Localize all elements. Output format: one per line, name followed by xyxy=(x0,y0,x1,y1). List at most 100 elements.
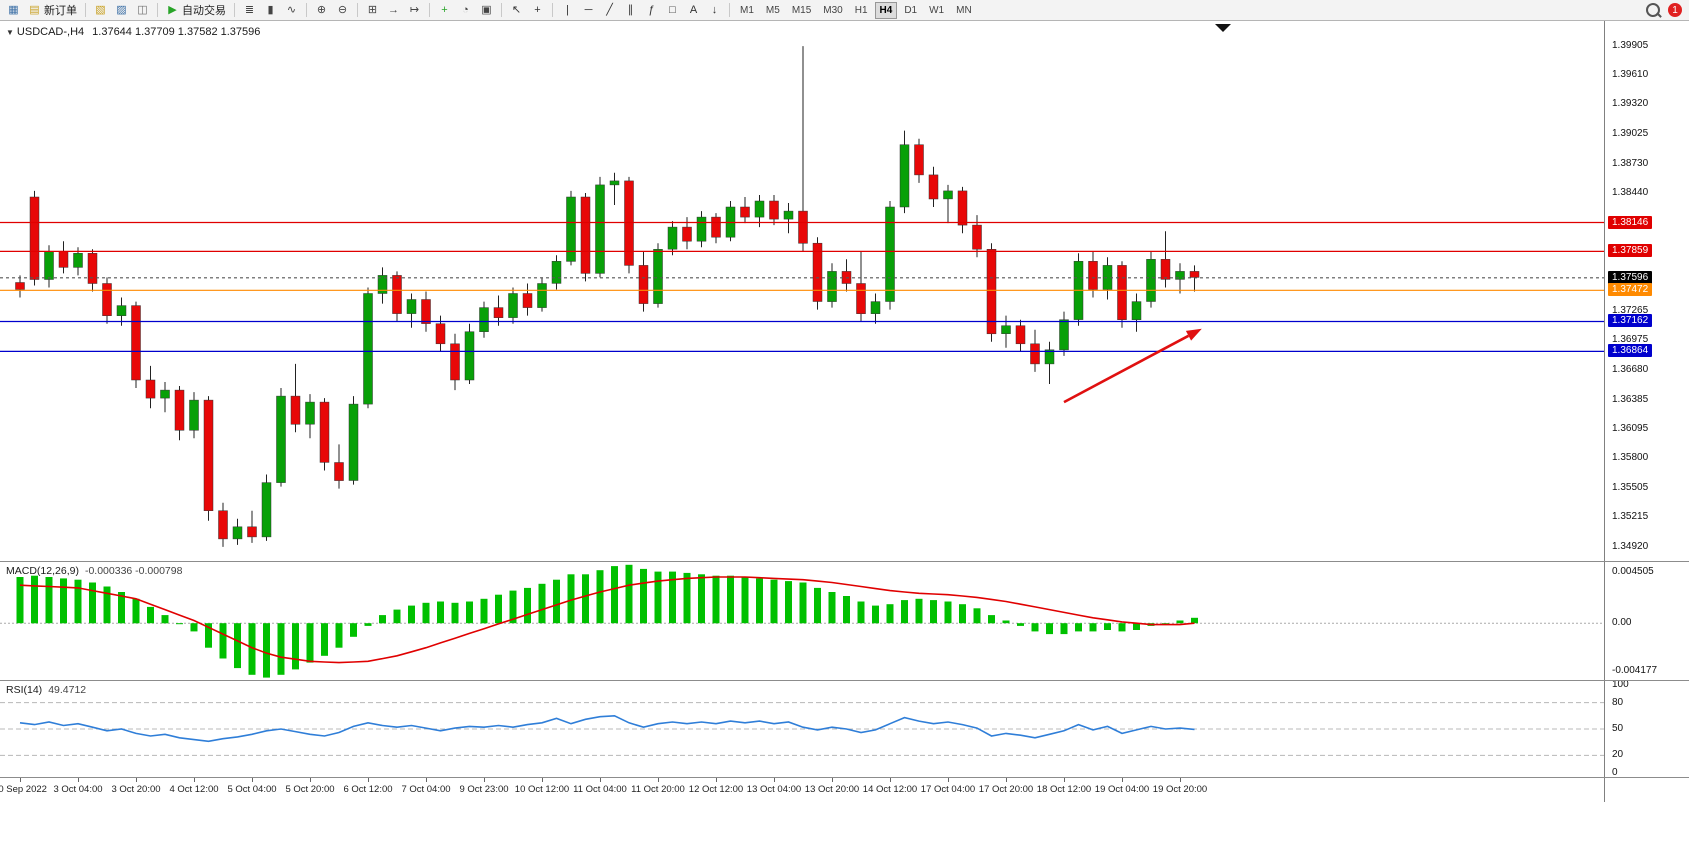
macd-histogram xyxy=(16,564,1198,678)
time-tick xyxy=(368,778,369,782)
vertical-line-button[interactable]: | xyxy=(557,1,578,20)
rsi-axis-label: 100 xyxy=(1612,679,1629,690)
line-chart-icon: ∿ xyxy=(286,3,297,16)
rsi-axis-label: 50 xyxy=(1612,723,1624,734)
timeframe-m30-button[interactable]: M30 xyxy=(823,4,843,16)
auto-scroll-button[interactable]: → xyxy=(383,1,404,20)
candlestick-chart-button[interactable]: ▮ xyxy=(260,1,281,20)
channel-button[interactable]: ∥ xyxy=(620,1,641,20)
cursor-button[interactable]: ↖ xyxy=(506,1,527,20)
crosshair-button[interactable]: + xyxy=(527,1,548,20)
rsi-axis-label: 80 xyxy=(1612,697,1624,708)
toolbar-separator xyxy=(552,3,553,17)
toolbar-separator xyxy=(357,3,358,17)
market-watch-button[interactable]: ▨ xyxy=(111,1,132,20)
pane-splitter[interactable] xyxy=(0,561,1689,562)
price-tick-label: 1.38730 xyxy=(1612,158,1649,169)
time-tick xyxy=(774,778,775,782)
time-label: 10 Oct 12:00 xyxy=(514,784,570,795)
auto-scroll-icon: → xyxy=(388,3,399,16)
main-chart-pane[interactable]: ▼ USDCAD-,H4 1.37644 1.37709 1.37582 1.375… xyxy=(0,21,1604,561)
market-watch-icon: ▨ xyxy=(116,3,127,16)
rsi-pane[interactable]: RSI(14) 49.4712 xyxy=(0,681,1604,777)
timeframe-m15-button[interactable]: M15 xyxy=(791,4,812,16)
price-tick-label: 1.39025 xyxy=(1612,128,1649,139)
rsi-value: 49.4712 xyxy=(48,684,87,696)
macd-canvas[interactable] xyxy=(0,562,1604,680)
timeframe-m5-button[interactable]: M5 xyxy=(765,4,780,16)
time-tick xyxy=(890,778,891,782)
text-button[interactable]: A xyxy=(683,1,704,20)
timeframe-h4-button[interactable]: H4 xyxy=(874,1,898,19)
macd-axis-label: 0.004505 xyxy=(1612,566,1654,577)
profiles-icon: ▧ xyxy=(95,3,106,16)
chart-shift-button[interactable]: ↦ xyxy=(404,1,425,20)
indicators-button[interactable]: + xyxy=(434,1,455,20)
profiles-button[interactable]: ▧ xyxy=(90,1,111,20)
macd-pane[interactable]: MACD(12,26,9) -0.000336 -0.000798 xyxy=(0,562,1604,680)
time-label: 3 Oct 04:00 xyxy=(53,784,103,795)
time-label: 19 Oct 04:00 xyxy=(1094,784,1150,795)
time-tick xyxy=(832,778,833,782)
search-icon[interactable] xyxy=(1646,3,1660,17)
shapes-button[interactable]: □ xyxy=(662,1,683,20)
main-chart-canvas[interactable] xyxy=(0,21,1604,561)
data-window-icon: ◫ xyxy=(137,3,148,16)
periods-button[interactable]: ◔ xyxy=(455,1,476,20)
zoom-out-button[interactable]: ⊖ xyxy=(332,1,353,20)
crosshair-icon: + xyxy=(534,3,541,16)
zoom-in-button[interactable]: ⊕ xyxy=(311,1,332,20)
trend-arrow-annotation[interactable] xyxy=(1063,328,1202,404)
fibonacci-icon: ƒ xyxy=(648,3,655,16)
tile-windows-button[interactable]: ⊞ xyxy=(362,1,383,20)
chart-shift-marker[interactable] xyxy=(1215,24,1231,32)
price-tick-label: 1.35800 xyxy=(1612,452,1649,463)
timeframe-m1-button[interactable]: M1 xyxy=(740,4,754,16)
rsi-canvas[interactable] xyxy=(0,681,1604,777)
price-axis[interactable]: 1.39905 1.39610 1.39320 1.39025 1.38730 1.384… xyxy=(1604,21,1689,802)
toolbar-separator xyxy=(729,3,730,17)
pane-splitter[interactable] xyxy=(0,777,1689,778)
fibonacci-button[interactable]: ƒ xyxy=(641,1,662,20)
time-label: 3 Oct 20:00 xyxy=(111,784,161,795)
time-tick xyxy=(194,778,195,782)
indicators-icon: + xyxy=(441,3,448,16)
arrows-button[interactable]: ↓ xyxy=(704,1,725,20)
time-tick xyxy=(1006,778,1007,782)
time-label: 17 Oct 04:00 xyxy=(920,784,976,795)
new-order-button[interactable]: ▤ 新订单 xyxy=(24,1,81,20)
time-tick xyxy=(310,778,311,782)
bar-chart-button[interactable]: ≣ xyxy=(239,1,260,20)
cursor-icon: ↖ xyxy=(511,3,522,16)
templates-button[interactable]: ▣ xyxy=(476,1,497,20)
time-axis[interactable]: 30 Sep 2022 3 Oct 04:00 3 Oct 20:00 4 Oct 1… xyxy=(0,778,1604,802)
price-badge-1.37596: 1.37596 xyxy=(1608,271,1653,284)
symbol-dropdown-icon[interactable]: ▼ xyxy=(6,28,14,37)
symbol-title: USDCAD-,H4 xyxy=(16,26,85,38)
pane-splitter[interactable] xyxy=(0,680,1689,681)
time-label: 5 Oct 20:00 xyxy=(285,784,335,795)
macd-axis-label: 0.00 xyxy=(1612,617,1632,628)
timeframe-h1-button[interactable]: H1 xyxy=(854,4,868,16)
macd-signal-line xyxy=(19,576,1195,664)
price-tick-label: 1.36975 xyxy=(1612,334,1649,345)
toolbar-separator xyxy=(429,3,430,17)
line-chart-button[interactable]: ∿ xyxy=(281,1,302,20)
autotrading-button[interactable]: ▶ 自动交易 xyxy=(162,1,230,20)
horizontal-line-button[interactable]: ─ xyxy=(578,1,599,20)
timeframe-mn-button[interactable]: MN xyxy=(956,4,972,16)
new-chart-button[interactable]: ▦ xyxy=(3,1,24,20)
price-tick-label: 1.35215 xyxy=(1612,511,1649,522)
data-window-button[interactable]: ◫ xyxy=(132,1,153,20)
timeframe-d1-button[interactable]: D1 xyxy=(904,4,918,16)
time-label: 9 Oct 23:00 xyxy=(459,784,509,795)
notifications-badge[interactable]: 1 xyxy=(1668,3,1682,17)
bottom-empty-area xyxy=(0,802,1689,858)
timeframe-w1-button[interactable]: W1 xyxy=(929,4,945,16)
horizontal-line-icon: ─ xyxy=(584,3,593,16)
time-tick xyxy=(542,778,543,782)
arrows-icon: ↓ xyxy=(711,3,718,16)
time-tick xyxy=(78,778,79,782)
price-badge-1.36864: 1.36864 xyxy=(1608,344,1653,357)
trendline-button[interactable]: ╱ xyxy=(599,1,620,20)
